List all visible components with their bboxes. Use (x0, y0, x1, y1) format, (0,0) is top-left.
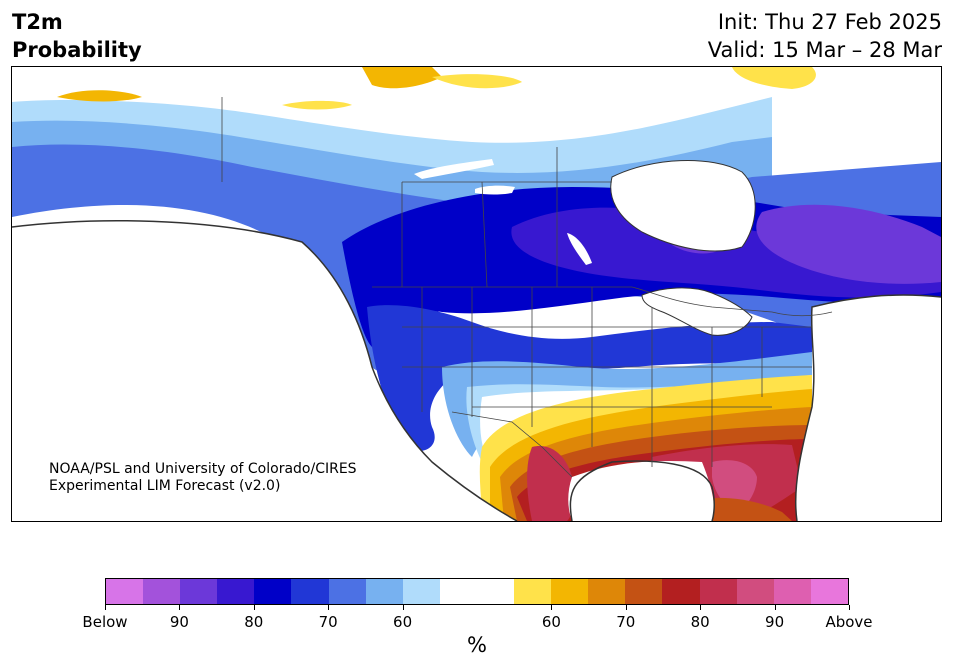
forecast-info: Init: Thu 27 Feb 2025 Valid: 15 Mar – 28… (708, 8, 942, 64)
colorbar-tick-label: 80 (244, 613, 264, 631)
colorbar-tick-label: Below (82, 613, 128, 631)
colorbar-swatch (439, 579, 477, 604)
band-arctic-yellow-3 (432, 74, 522, 89)
colorbar-unit: % (467, 633, 487, 657)
colorbar-swatch (291, 579, 329, 604)
colorbar (105, 578, 849, 605)
us-states-grid (402, 287, 812, 467)
colorbar-tick-label: Above (825, 613, 873, 631)
colorbar-tick (253, 605, 255, 610)
colorbar-tick (849, 605, 850, 610)
title-line-2: Probability (12, 38, 142, 62)
credit-line-1: NOAA/PSL and University of Colorado/CIRE… (49, 461, 357, 477)
colorbar-tick-label: 60 (541, 613, 561, 631)
credit-text: NOAA/PSL and University of Colorado/CIRE… (49, 461, 357, 495)
colorbar-tick (105, 605, 106, 610)
colorbar-swatch (588, 579, 626, 604)
great-lakes (641, 287, 753, 336)
colorbar-swatch (810, 579, 848, 604)
colorbar-swatch (106, 579, 144, 604)
band-arctic-yellow-2 (282, 100, 352, 110)
colorbar-tick (402, 605, 404, 610)
colorbar-tick-label: 80 (690, 613, 710, 631)
colorbar-tick (700, 605, 702, 610)
map-title: T2m Probability (12, 8, 142, 64)
colorbar-swatch (773, 579, 811, 604)
probability-map (11, 66, 942, 522)
valid-range: Valid: 15 Mar – 28 Mar (707, 38, 942, 62)
political-borders (221, 97, 833, 478)
band-arctic-yellow-4 (732, 67, 816, 89)
colorbar-swatch (254, 579, 292, 604)
init-date: Init: Thu 27 Feb 2025 (717, 10, 942, 34)
canada-provinces (401, 147, 612, 288)
colorbar-tick (179, 605, 181, 610)
colorbar-swatch (662, 579, 700, 604)
colorbar-tick-label: 60 (393, 613, 413, 631)
band-crimson-mexico (527, 446, 575, 521)
colorbar-tick-label: 90 (765, 613, 785, 631)
pacific-ocean (12, 220, 517, 521)
colorbar-swatch (217, 579, 255, 604)
colorbar-swatch (402, 579, 440, 604)
band-cuba (702, 497, 792, 521)
colorbar-tick (551, 605, 553, 610)
title-line-1: T2m (12, 10, 63, 34)
colorbar-tick-label: 70 (318, 613, 338, 631)
colorbar-swatch (365, 579, 403, 604)
us-canada-border (372, 286, 833, 317)
lake-winnipeg (567, 233, 592, 265)
map-svg (12, 67, 941, 521)
band-west-light (442, 352, 812, 457)
band-greenland-yellow (362, 67, 442, 89)
band-arctic-yellow-1 (57, 90, 142, 102)
credit-line-2: Experimental LIM Forecast (v2.0) (49, 478, 281, 494)
band-west-blue (367, 305, 812, 451)
great-slave-lake (414, 159, 494, 179)
band-purple-patch (756, 204, 941, 284)
atlantic-ocean (795, 295, 941, 521)
hudson-bay (610, 160, 756, 252)
great-bear-lake (475, 185, 515, 195)
colorbar-tick (625, 605, 627, 610)
colorbar-swatch (180, 579, 218, 604)
gulf-of-mexico (568, 460, 714, 521)
us-mexico-border (451, 411, 573, 478)
band-arctic-lightblue (12, 97, 772, 186)
colorbar-swatch (625, 579, 663, 604)
colorbar-tick (774, 605, 776, 610)
colorbar-swatch (328, 579, 366, 604)
colorbar-swatch (551, 579, 589, 604)
coastline (12, 220, 941, 521)
colorbar-tick-label: 70 (616, 613, 636, 631)
colorbar-tick-label: 90 (169, 613, 189, 631)
colorbar-swatch (143, 579, 181, 604)
colorbar-swatch (699, 579, 737, 604)
colorbar-swatch (736, 579, 774, 604)
colorbar-tick (328, 605, 330, 610)
colorbar-swatch (514, 579, 552, 604)
colorbar-swatches (105, 578, 849, 605)
colorbar-swatch (476, 579, 515, 604)
